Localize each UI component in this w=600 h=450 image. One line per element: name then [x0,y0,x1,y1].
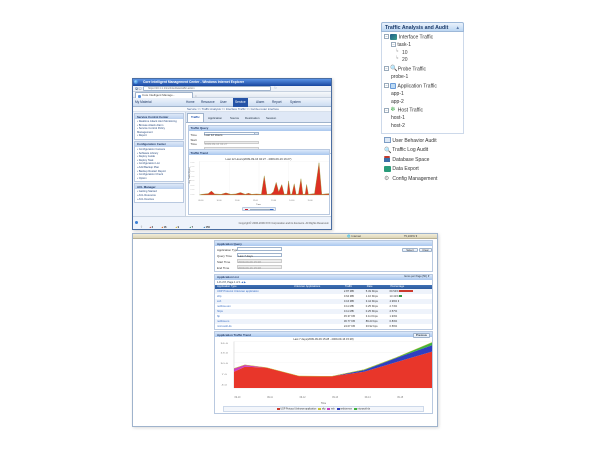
svg-text:13.0: 13.0 [220,352,228,355]
svg-text:7.0: 7.0 [222,373,228,376]
svg-text:10.0: 10.0 [220,363,228,366]
svg-text:16.0: 16.0 [220,342,228,345]
svg-text:4.0: 4.0 [222,384,228,387]
